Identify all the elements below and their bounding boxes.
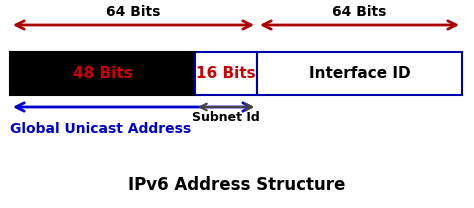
Bar xyxy=(257,52,462,95)
Bar xyxy=(10,52,195,95)
Text: 64 Bits: 64 Bits xyxy=(332,5,387,19)
Text: Interface ID: Interface ID xyxy=(309,66,410,81)
Text: Subnet Id: Subnet Id xyxy=(192,111,260,124)
Text: Global Unicast Address: Global Unicast Address xyxy=(10,122,191,136)
Bar xyxy=(195,52,257,95)
Text: 16 Bits: 16 Bits xyxy=(196,66,256,81)
Text: 64 Bits: 64 Bits xyxy=(106,5,161,19)
Text: 48 Bits: 48 Bits xyxy=(73,66,132,81)
Text: IPv6 Address Structure: IPv6 Address Structure xyxy=(128,176,346,194)
